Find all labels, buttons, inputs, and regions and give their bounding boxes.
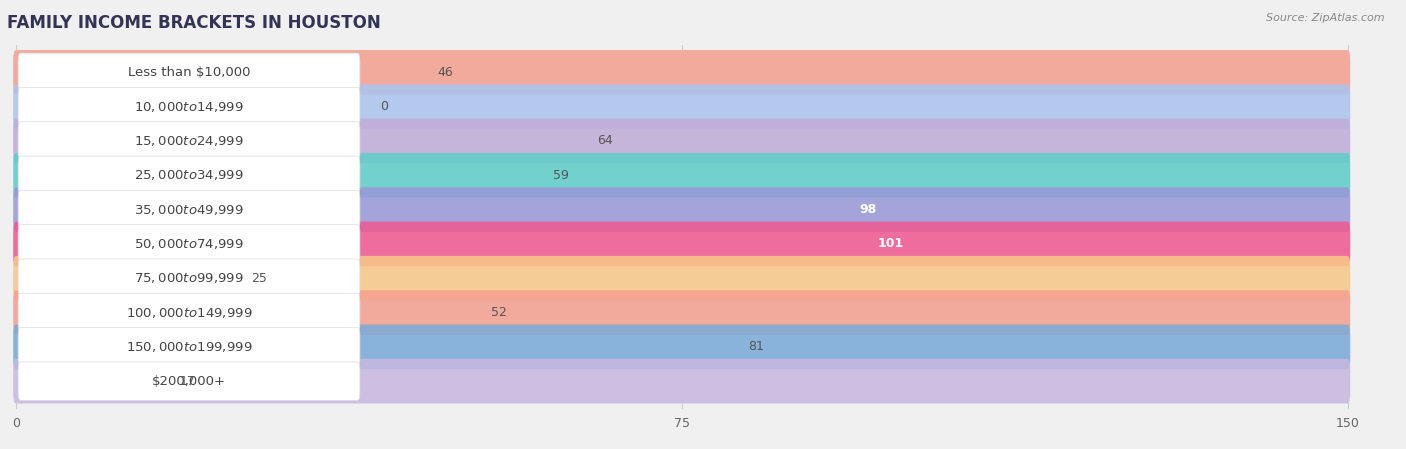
FancyBboxPatch shape bbox=[18, 259, 360, 297]
Text: $15,000 to $24,999: $15,000 to $24,999 bbox=[134, 134, 243, 148]
FancyBboxPatch shape bbox=[13, 359, 1350, 404]
Text: $35,000 to $49,999: $35,000 to $49,999 bbox=[134, 202, 243, 216]
FancyBboxPatch shape bbox=[13, 50, 1350, 95]
FancyBboxPatch shape bbox=[13, 50, 1350, 95]
Text: $150,000 to $199,999: $150,000 to $199,999 bbox=[125, 340, 252, 354]
Text: 98: 98 bbox=[860, 203, 877, 216]
FancyBboxPatch shape bbox=[13, 325, 1350, 369]
Text: 0: 0 bbox=[380, 100, 388, 113]
Text: 101: 101 bbox=[877, 238, 904, 251]
Text: $75,000 to $99,999: $75,000 to $99,999 bbox=[134, 271, 243, 285]
FancyBboxPatch shape bbox=[18, 190, 360, 229]
FancyBboxPatch shape bbox=[13, 290, 1350, 335]
Text: Source: ZipAtlas.com: Source: ZipAtlas.com bbox=[1267, 13, 1385, 23]
Text: 46: 46 bbox=[437, 66, 453, 79]
FancyBboxPatch shape bbox=[18, 224, 360, 263]
FancyBboxPatch shape bbox=[13, 153, 1350, 198]
FancyBboxPatch shape bbox=[18, 122, 360, 160]
FancyBboxPatch shape bbox=[18, 156, 360, 194]
Text: $10,000 to $14,999: $10,000 to $14,999 bbox=[134, 100, 243, 114]
FancyBboxPatch shape bbox=[18, 88, 360, 126]
FancyBboxPatch shape bbox=[13, 187, 1350, 232]
Text: 17: 17 bbox=[180, 374, 195, 387]
FancyBboxPatch shape bbox=[13, 222, 1350, 266]
FancyBboxPatch shape bbox=[13, 187, 1350, 232]
FancyBboxPatch shape bbox=[18, 53, 360, 92]
FancyBboxPatch shape bbox=[13, 119, 1350, 163]
Text: 52: 52 bbox=[491, 306, 506, 319]
FancyBboxPatch shape bbox=[18, 362, 360, 401]
Text: $50,000 to $74,999: $50,000 to $74,999 bbox=[134, 237, 243, 251]
Text: $200,000+: $200,000+ bbox=[152, 374, 226, 387]
FancyBboxPatch shape bbox=[13, 256, 1350, 300]
Text: 64: 64 bbox=[598, 134, 613, 147]
FancyBboxPatch shape bbox=[18, 293, 360, 332]
Text: 25: 25 bbox=[252, 272, 267, 285]
FancyBboxPatch shape bbox=[13, 256, 1350, 300]
FancyBboxPatch shape bbox=[18, 328, 360, 366]
Text: Less than $10,000: Less than $10,000 bbox=[128, 66, 250, 79]
FancyBboxPatch shape bbox=[13, 84, 1350, 129]
Text: FAMILY INCOME BRACKETS IN HOUSTON: FAMILY INCOME BRACKETS IN HOUSTON bbox=[7, 14, 381, 32]
FancyBboxPatch shape bbox=[13, 359, 1350, 404]
Text: $25,000 to $34,999: $25,000 to $34,999 bbox=[134, 168, 243, 182]
FancyBboxPatch shape bbox=[13, 84, 1350, 129]
FancyBboxPatch shape bbox=[13, 222, 1350, 266]
FancyBboxPatch shape bbox=[13, 325, 1350, 369]
FancyBboxPatch shape bbox=[13, 290, 1350, 335]
Text: $100,000 to $149,999: $100,000 to $149,999 bbox=[125, 305, 252, 320]
Text: 81: 81 bbox=[748, 340, 765, 353]
Text: 59: 59 bbox=[553, 169, 569, 182]
FancyBboxPatch shape bbox=[13, 153, 1350, 198]
FancyBboxPatch shape bbox=[13, 119, 1350, 163]
